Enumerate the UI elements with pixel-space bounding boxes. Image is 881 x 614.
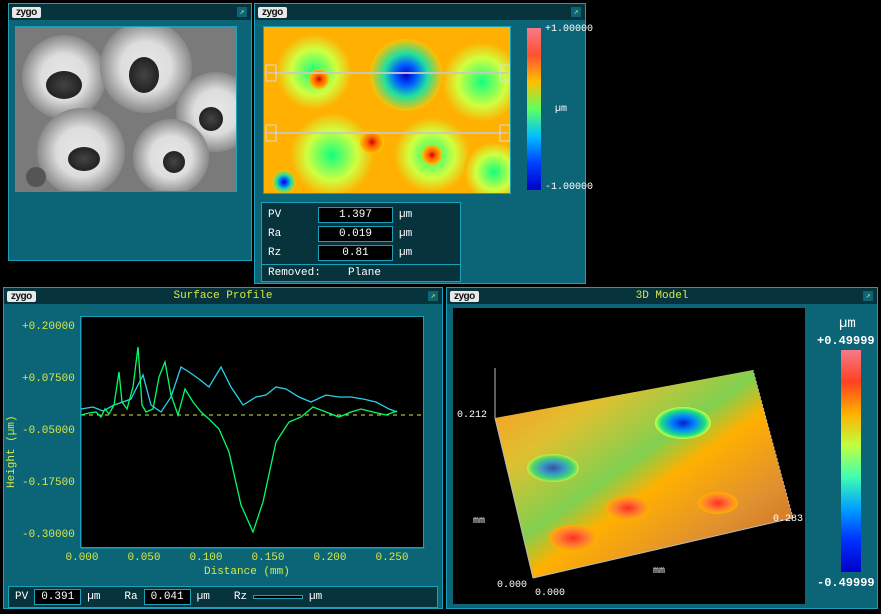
brand-logo: zygo [258,7,287,18]
heatmap-titlebar: zygo ↗ [255,4,585,20]
profile-xlabel: Distance (mm) [204,566,290,578]
ytick: -0.05000 [22,425,75,437]
rz-value: 0.81 [318,245,393,261]
ra-unit: µm [399,228,412,240]
heatmap-colorbar [527,28,541,190]
ytick: +0.20000 [22,321,75,333]
expand-icon[interactable]: ↗ [570,6,582,18]
rz-label: Rz [234,591,247,603]
removed-box: Removed: Plane [261,264,461,282]
rz-label: Rz [268,247,318,259]
brand-logo: zygo [450,291,479,302]
window-controls: ↗ [236,6,248,18]
pv-value: 1.397 [318,207,393,223]
xtick: 0.150 [251,552,284,564]
axis-origin: 0.000 [497,580,527,591]
profile-titlebar: zygo Surface Profile ↗ [4,288,442,304]
profile-svg [81,317,425,549]
brand-logo: zygo [12,7,41,18]
heatmap-panel: zygo ↗ [254,3,586,284]
pv-unit: µm [87,591,100,603]
ytick: -0.30000 [22,529,75,541]
ytick: -0.17500 [22,477,75,489]
window-controls: ↗ [570,6,582,18]
colorbar-min: -1.00000 [545,182,593,193]
profile-ylabel: Height (µm) [6,415,18,488]
expand-icon[interactable]: ↗ [427,290,439,302]
profile-panel: zygo Surface Profile ↗ +0.2000 [3,287,443,609]
grayscale-image [15,26,237,192]
ra-value: 0.019 [318,226,393,242]
rz-unit: µm [399,247,412,259]
heatmap-svg [264,27,511,194]
expand-icon[interactable]: ↗ [236,6,248,18]
pv-value: 0.391 [34,589,81,605]
axis-x-far: 0.000 [535,588,565,599]
model3d-svg [453,308,805,604]
grayscale-svg [16,27,237,192]
ra-unit: µm [197,591,210,603]
model3d-cb-unit: µm [839,316,856,332]
model3d-colorbar [841,350,861,572]
removed-label: Removed: [268,267,348,279]
removed-value: Plane [348,267,381,279]
profile-title: Surface Profile [173,290,272,302]
model3d-cb-max: +0.49999 [817,334,875,348]
model3d-title: 3D Model [636,290,689,302]
profile-stats: PV 0.391 µm Ra 0.041 µm Rz µm [8,586,438,608]
model3d-titlebar: zygo 3D Model ↗ [447,288,877,304]
xtick: 0.050 [127,552,160,564]
xtick: 0.200 [313,552,346,564]
window-controls: ↗ [427,290,439,302]
heatmap-image [263,26,511,194]
model3d-panel: zygo 3D Model ↗ [446,287,878,609]
axis-y-val: 0.283 [773,514,803,525]
axis-x-unit: mm [473,516,485,527]
axis-z-val: 0.212 [457,410,487,421]
colorbar-unit: µm [555,104,567,115]
xtick: 0.250 [375,552,408,564]
window-controls: ↗ [862,290,874,302]
rz-unit: µm [309,591,322,603]
model3d-cb-min: -0.49999 [817,576,875,590]
axis-y-unit: mm [653,566,665,577]
pv-unit: µm [399,209,412,221]
xtick: 0.000 [65,552,98,564]
ra-label: Ra [268,228,318,240]
rz-value [253,595,303,599]
xtick: 0.100 [189,552,222,564]
brand-logo: zygo [7,291,36,302]
colorbar-max: +1.00000 [545,24,593,35]
profile-plot [80,316,424,548]
pv-label: PV [15,591,28,603]
model3d-view[interactable]: 0.212 mm 0.000 0.000 mm 0.283 [453,308,805,604]
expand-icon[interactable]: ↗ [862,290,874,302]
grayscale-titlebar: zygo ↗ [9,4,251,20]
ra-value: 0.041 [144,589,191,605]
pv-label: PV [268,209,318,221]
ra-label: Ra [124,591,137,603]
ytick: +0.07500 [22,373,75,385]
heatmap-stats: PV 1.397 µm Ra 0.019 µm Rz 0.81 µm [261,202,461,266]
grayscale-panel: zygo ↗ [8,3,252,261]
